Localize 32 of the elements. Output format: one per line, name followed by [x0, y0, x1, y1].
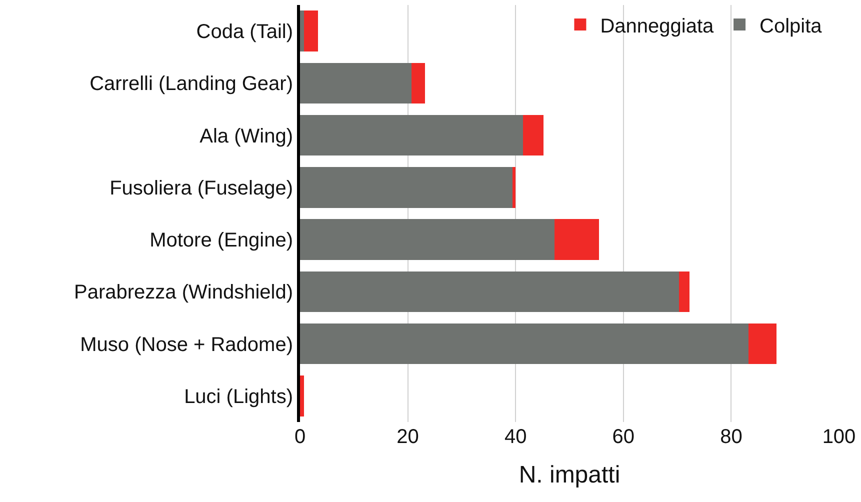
x-tick-label: 100	[822, 426, 856, 448]
y-tick-label: Fusoliera (Fuselage)	[110, 177, 293, 200]
bar	[523, 114, 544, 156]
x-axis-title: N. impatti	[518, 461, 620, 488]
x-tick-label: 80	[720, 426, 742, 448]
bar	[304, 10, 318, 52]
bar	[554, 219, 600, 260]
y-tick-label: Muso (Nose + Radome)	[80, 334, 293, 356]
y-tick-label: Motore (Engine)	[150, 230, 293, 252]
bar	[748, 323, 776, 364]
y-tick-label: Luci (Lights)	[184, 386, 293, 408]
bar	[412, 62, 426, 104]
y-tick-label: Coda (Tail)	[196, 21, 293, 44]
legend-label: Colpita	[760, 15, 823, 38]
y-tick-label: Carrelli (Landing Gear)	[90, 73, 293, 96]
y-tick-label: Ala (Wing)	[200, 125, 293, 148]
bar	[300, 10, 304, 52]
bar	[678, 271, 690, 312]
bar	[300, 114, 524, 156]
x-tick-label: 0	[294, 426, 306, 448]
bar	[300, 376, 304, 416]
bar	[512, 167, 516, 208]
bar	[300, 62, 412, 104]
x-tick-label: 20	[396, 426, 419, 448]
x-tick-label: 40	[504, 426, 527, 448]
bar	[300, 219, 554, 260]
y-tick-label: Parabrezza (Windshield)	[74, 282, 293, 304]
x-tick-label: 60	[612, 426, 635, 448]
bar	[300, 167, 512, 208]
bar	[300, 323, 748, 364]
bar	[300, 271, 679, 312]
legend-label: Danneggiata	[600, 15, 715, 38]
